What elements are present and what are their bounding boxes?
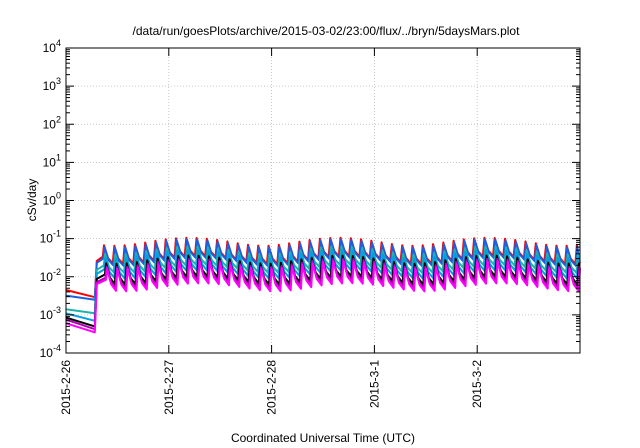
series-line	[65, 238, 580, 301]
x-tick-label: 2015-2-28	[265, 360, 279, 415]
y-axis-label: cSv/day	[25, 179, 39, 222]
x-tick-label: 2015-3-1	[367, 360, 381, 408]
y-tick-label: 104	[43, 38, 61, 55]
y-tick-label: 102	[43, 114, 61, 131]
series-line	[65, 259, 581, 334]
chart-title: /data/run/goesPlots/archive/2015-03-02/2…	[133, 24, 521, 38]
y-tick-label: 10-2	[40, 267, 61, 284]
y-tick-label: 10-4	[40, 343, 61, 360]
x-tick-label: 2015-2-26	[59, 360, 73, 415]
y-tick-label: 103	[43, 76, 61, 93]
y-tick-label: 10-3	[40, 305, 61, 322]
y-tick-label: 100	[43, 191, 61, 208]
y-tick-label: 10-1	[40, 229, 61, 246]
y-tick-label: 101	[43, 152, 61, 169]
x-tick-label: 2015-3-2	[470, 360, 484, 408]
grid-lines	[66, 48, 580, 353]
x-tick-label: 2015-2-27	[162, 360, 176, 415]
y-axis: 10-4 10-3 10-2 10-1 100 101 102 103 104	[40, 38, 580, 360]
x-axis-label: Coordinated Universal Time (UTC)	[231, 431, 415, 445]
plot-frame	[65, 47, 581, 354]
series-lines	[65, 236, 581, 334]
x-axis: 2015-2-26 2015-2-27 2015-2-28 2015-3-1 2015-…	[59, 48, 484, 415]
